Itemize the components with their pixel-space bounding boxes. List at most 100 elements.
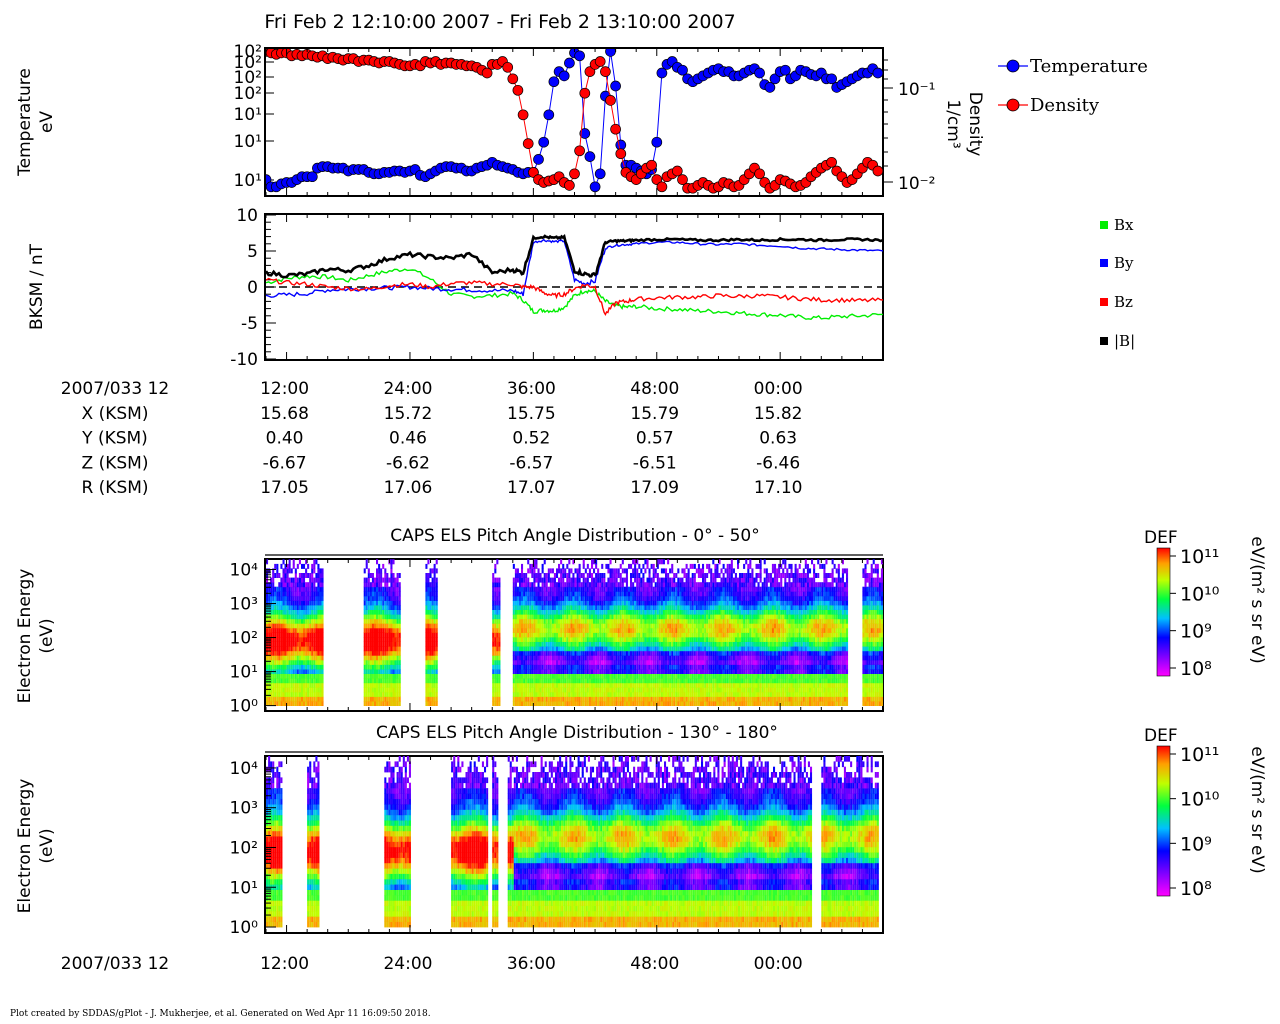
spectrogram-cell [617,659,620,665]
spectrogram-cell [689,655,692,661]
spectrogram-cell [689,563,692,569]
spectrogram-cell [605,586,608,592]
temperature-point [651,136,663,148]
spectrogram-cell [282,591,285,597]
spectrogram-cell [317,682,320,688]
spectrogram-cell [551,637,554,642]
spectrogram-cell [669,591,672,597]
spectrogram-cell [576,678,579,684]
spectrogram-cell [689,682,692,688]
spectrogram-cell [580,650,583,656]
spectrogram-cell [597,659,600,665]
spectrogram-cell [288,600,291,606]
spectrogram-cell [601,687,604,693]
spectrogram-cell [290,673,293,679]
spectrogram-cell [425,586,428,592]
spectrogram-cell [296,609,299,615]
spectrogram-cell [591,632,594,638]
spectrogram-cell [388,682,391,688]
spectrogram-cell [613,646,616,652]
spectrogram-cell [288,641,291,647]
spectrogram-cell [714,637,717,642]
spectrogram-cell [716,682,719,688]
spectrogram-cell [494,650,497,656]
spectrogram-cell [392,582,395,588]
spectrogram-cell [278,687,281,693]
spectrogram-cell [704,573,707,578]
spectrogram-cell [656,586,659,592]
spectrogram-cell [714,664,717,670]
spectrogram-cell [553,591,556,597]
spectrogram-cell [693,591,696,597]
spectrogram-cell [374,701,377,706]
spectrogram-cell [390,655,393,661]
spectrogram-cell [365,591,368,597]
spectrogram-cell [427,678,430,684]
spectrogram-cell [319,655,322,661]
spectrogram-cell [398,609,401,615]
spectrogram-cell [582,627,585,633]
spectrogram-cell [396,655,399,661]
spectrogram-cell [296,637,299,642]
spectrogram-cell [584,641,587,647]
spectrogram-cell [597,595,600,601]
spectrogram-cell [496,650,499,656]
spectrogram-cell [654,614,657,620]
spectrogram-cell [687,632,690,638]
ephemeris-row-label: Y (KSM) [81,429,148,449]
spectrogram-cell [628,701,631,706]
spectrogram-cell [367,595,370,601]
spectrogram-cell [525,696,528,702]
spectrogram-cell [683,637,686,642]
spectrogram-cell [632,669,635,674]
spectrogram-cell [597,678,600,684]
spectrogram-cell [607,582,610,588]
spectrogram-cell [689,623,692,629]
spectrogram-cell [716,673,719,679]
spectrogram-cell [652,568,655,574]
spectrogram-cell [642,691,645,697]
spectrogram-cell [660,577,663,583]
spectrogram-cell [431,701,434,706]
b-series-0 [266,268,883,320]
spectrogram-cell [562,701,565,706]
spectrogram-cell [435,696,438,702]
spectrogram-cell [689,637,692,642]
spectrogram-cell [619,669,622,674]
spectrogram-cell [435,627,438,633]
spectrogram-cell [646,701,649,706]
spectrogram-cell [276,673,279,679]
spectrogram-cell [512,637,515,642]
spectrogram-cell [570,701,573,706]
spectrogram-cell [290,632,293,638]
spectrogram-cell [632,687,635,693]
spectrogram-cell [652,650,655,656]
spectrogram-cell [646,655,649,661]
spectrogram-cell [435,582,438,588]
spectrogram-cell [671,659,674,665]
spectrogram-cell [568,655,571,661]
spectrogram-cell [562,678,565,684]
spectrogram-cell [576,600,579,606]
spectrogram-cell [685,600,688,606]
spectrogram-cell [630,691,633,697]
spectrogram-cell [380,582,383,588]
spectrogram-cell [687,641,690,647]
spectrogram-cell [388,650,391,656]
spectrogram-cell [588,678,591,684]
spectrogram-cell [628,673,631,679]
spectrogram-cell [278,669,281,674]
spectrogram-cell [282,650,285,656]
spectrogram-cell [319,623,322,629]
spectrogram-cell [671,623,674,629]
spectrogram-cell [547,600,550,606]
spectrogram-cell [648,673,651,679]
spectrogram-cell [648,691,651,697]
spectrogram-cell [319,609,322,615]
spectrogram-cell [301,582,304,588]
spectrogram-cell [282,678,285,684]
spectrogram-cell [527,614,530,620]
spectrogram-cell [564,682,567,688]
spectrogram-cell [615,691,618,697]
spectrogram-cell [599,614,602,620]
